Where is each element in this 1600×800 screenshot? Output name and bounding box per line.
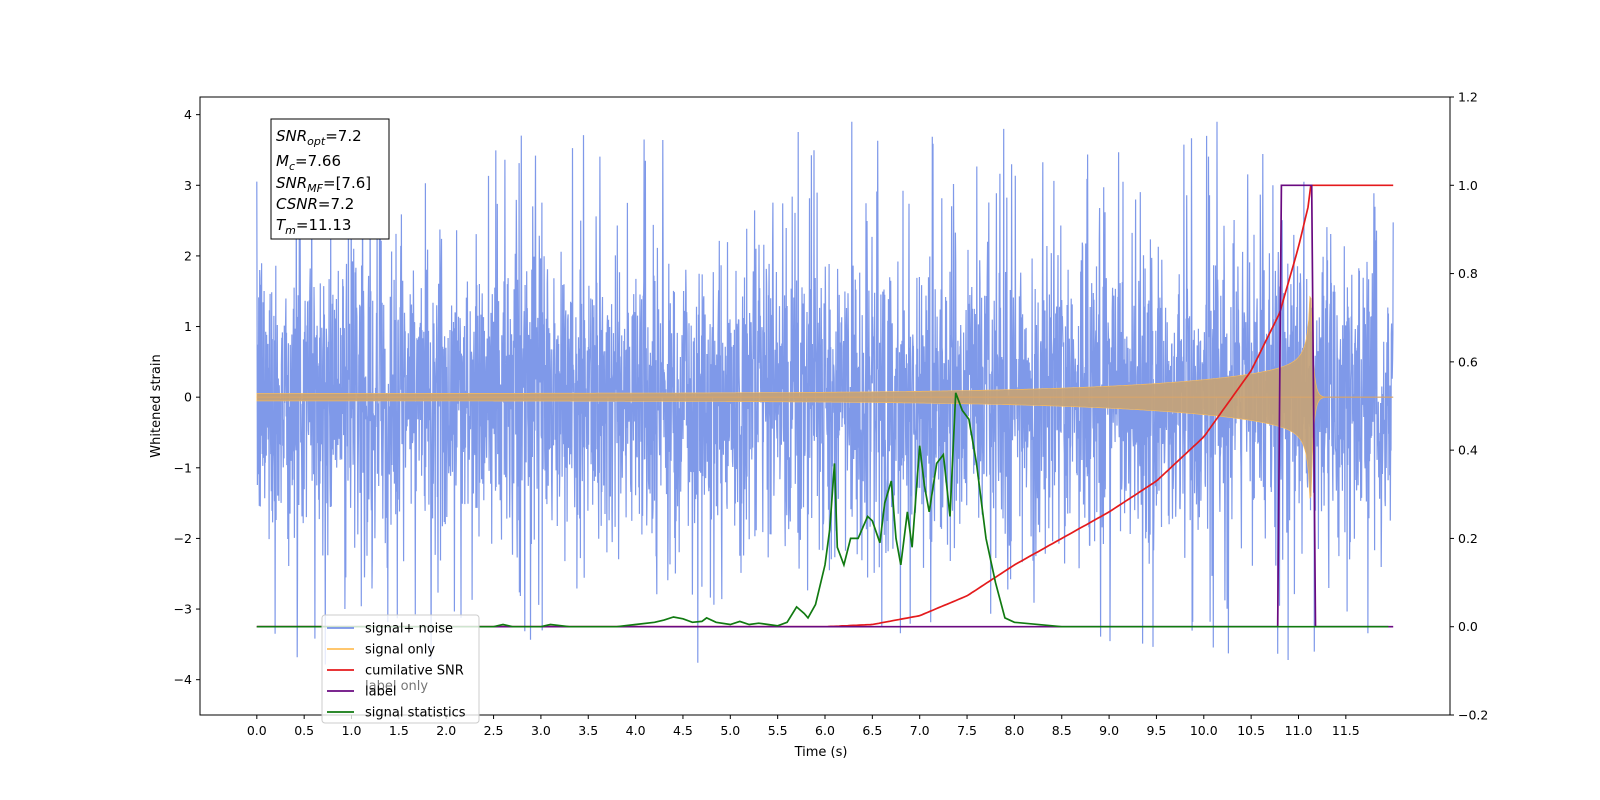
- y-left-tick-label: −3: [174, 602, 192, 617]
- series-signal-only: [256, 295, 1394, 499]
- x-tick-label: 2.0: [436, 723, 456, 738]
- y-right-tick-label: 0.0: [1458, 619, 1478, 634]
- x-tick-label: 4.0: [626, 723, 646, 738]
- x-tick-label: 6.5: [862, 723, 882, 738]
- y-right-tick-label: 0.8: [1458, 266, 1478, 281]
- x-tick-label: 9.0: [1099, 723, 1119, 738]
- legend: label only signal+ noise signal only cumil…: [321, 614, 480, 724]
- y-right-tick-label: 0.4: [1458, 443, 1478, 458]
- info-snr-mf: SNRMF=[7.6]: [276, 174, 371, 195]
- legend-entry: signal+ noise: [365, 622, 453, 637]
- x-tick-label: 11.0: [1285, 723, 1313, 738]
- x-tick-label: 9.5: [1146, 723, 1166, 738]
- x-tick-label: 5.0: [720, 723, 740, 738]
- y-right-tick-label: 1.0: [1458, 178, 1478, 193]
- x-tick-label: 3.5: [578, 723, 598, 738]
- y-left-tick-label: 4: [184, 107, 192, 122]
- y-left-tick-label: 3: [184, 178, 192, 193]
- x-tick-label: 3.0: [531, 723, 551, 738]
- x-axis: 0.0 0.5 1.0 1.5 2.0 2.5 3.0 3.5 4.0 4.5 5.0 5.5 6.0 6…: [247, 715, 1360, 738]
- info-csnr: CSNR=7.2: [276, 195, 354, 213]
- info-box: SNRopt=7.2 Mc=7.66 SNRMF=[7.6] CSNR=7.2 …: [270, 118, 390, 240]
- info-mc: Mc=7.66: [276, 152, 341, 173]
- x-tick-label: 7.5: [957, 723, 977, 738]
- y-right-tick-label: 0.6: [1458, 354, 1478, 369]
- x-tick-label: 8.5: [1052, 723, 1072, 738]
- y-axis-right: 1.2 1.0 0.8 0.6 0.4 0.2 0.0 −0.2: [1450, 90, 1488, 723]
- x-tick-label: 1.5: [389, 723, 409, 738]
- x-tick-label: 2.5: [484, 723, 504, 738]
- x-tick-label: 8.0: [1004, 723, 1024, 738]
- legend-entry: signal statistics: [365, 706, 466, 721]
- legend-entry: label: [365, 685, 396, 700]
- x-tick-label: 5.5: [768, 723, 788, 738]
- x-tick-label: 10.5: [1237, 723, 1265, 738]
- y-left-tick-label: 2: [184, 248, 192, 263]
- y-left-tick-label: −1: [174, 460, 192, 475]
- series-signal-statistics: [256, 392, 1389, 628]
- y-left-tick-label: −2: [174, 531, 192, 546]
- x-tick-label: 6.0: [815, 723, 835, 738]
- info-snr-opt: SNRopt=7.2: [276, 127, 362, 148]
- y-left-tick-label: 0: [184, 390, 192, 405]
- x-tick-label: 11.5: [1332, 723, 1360, 738]
- y-left-tick-label: −4: [174, 672, 192, 687]
- x-tick-label: 10.0: [1190, 723, 1218, 738]
- signal-noise-line: [256, 121, 1394, 665]
- x-tick-label: 4.5: [673, 723, 693, 738]
- y-right-tick-label: 1.2: [1458, 90, 1478, 105]
- series-signal-noise: [256, 121, 1394, 665]
- x-tick-label: 1.0: [342, 723, 362, 738]
- legend-entry: signal only: [365, 643, 435, 658]
- x-axis-label: Time (s): [794, 745, 848, 760]
- x-tick-label: 7.0: [910, 723, 930, 738]
- y-right-tick-label: −0.2: [1458, 708, 1488, 723]
- info-tm: Tm=11.13: [276, 216, 351, 237]
- y-axis-left: 4 3 2 1 0 −1 −2 −3 −4: [174, 107, 200, 687]
- legend-hidden-label: label only: [365, 679, 428, 694]
- y-right-tick-label: 0.2: [1458, 531, 1478, 546]
- x-tick-label: 0.5: [294, 723, 314, 738]
- y-left-tick-label: 1: [184, 319, 192, 334]
- x-tick-label: 0.0: [247, 723, 267, 738]
- y-axis-label: Whitened strain: [149, 354, 164, 457]
- legend-entry: cumilative SNR: [365, 664, 464, 679]
